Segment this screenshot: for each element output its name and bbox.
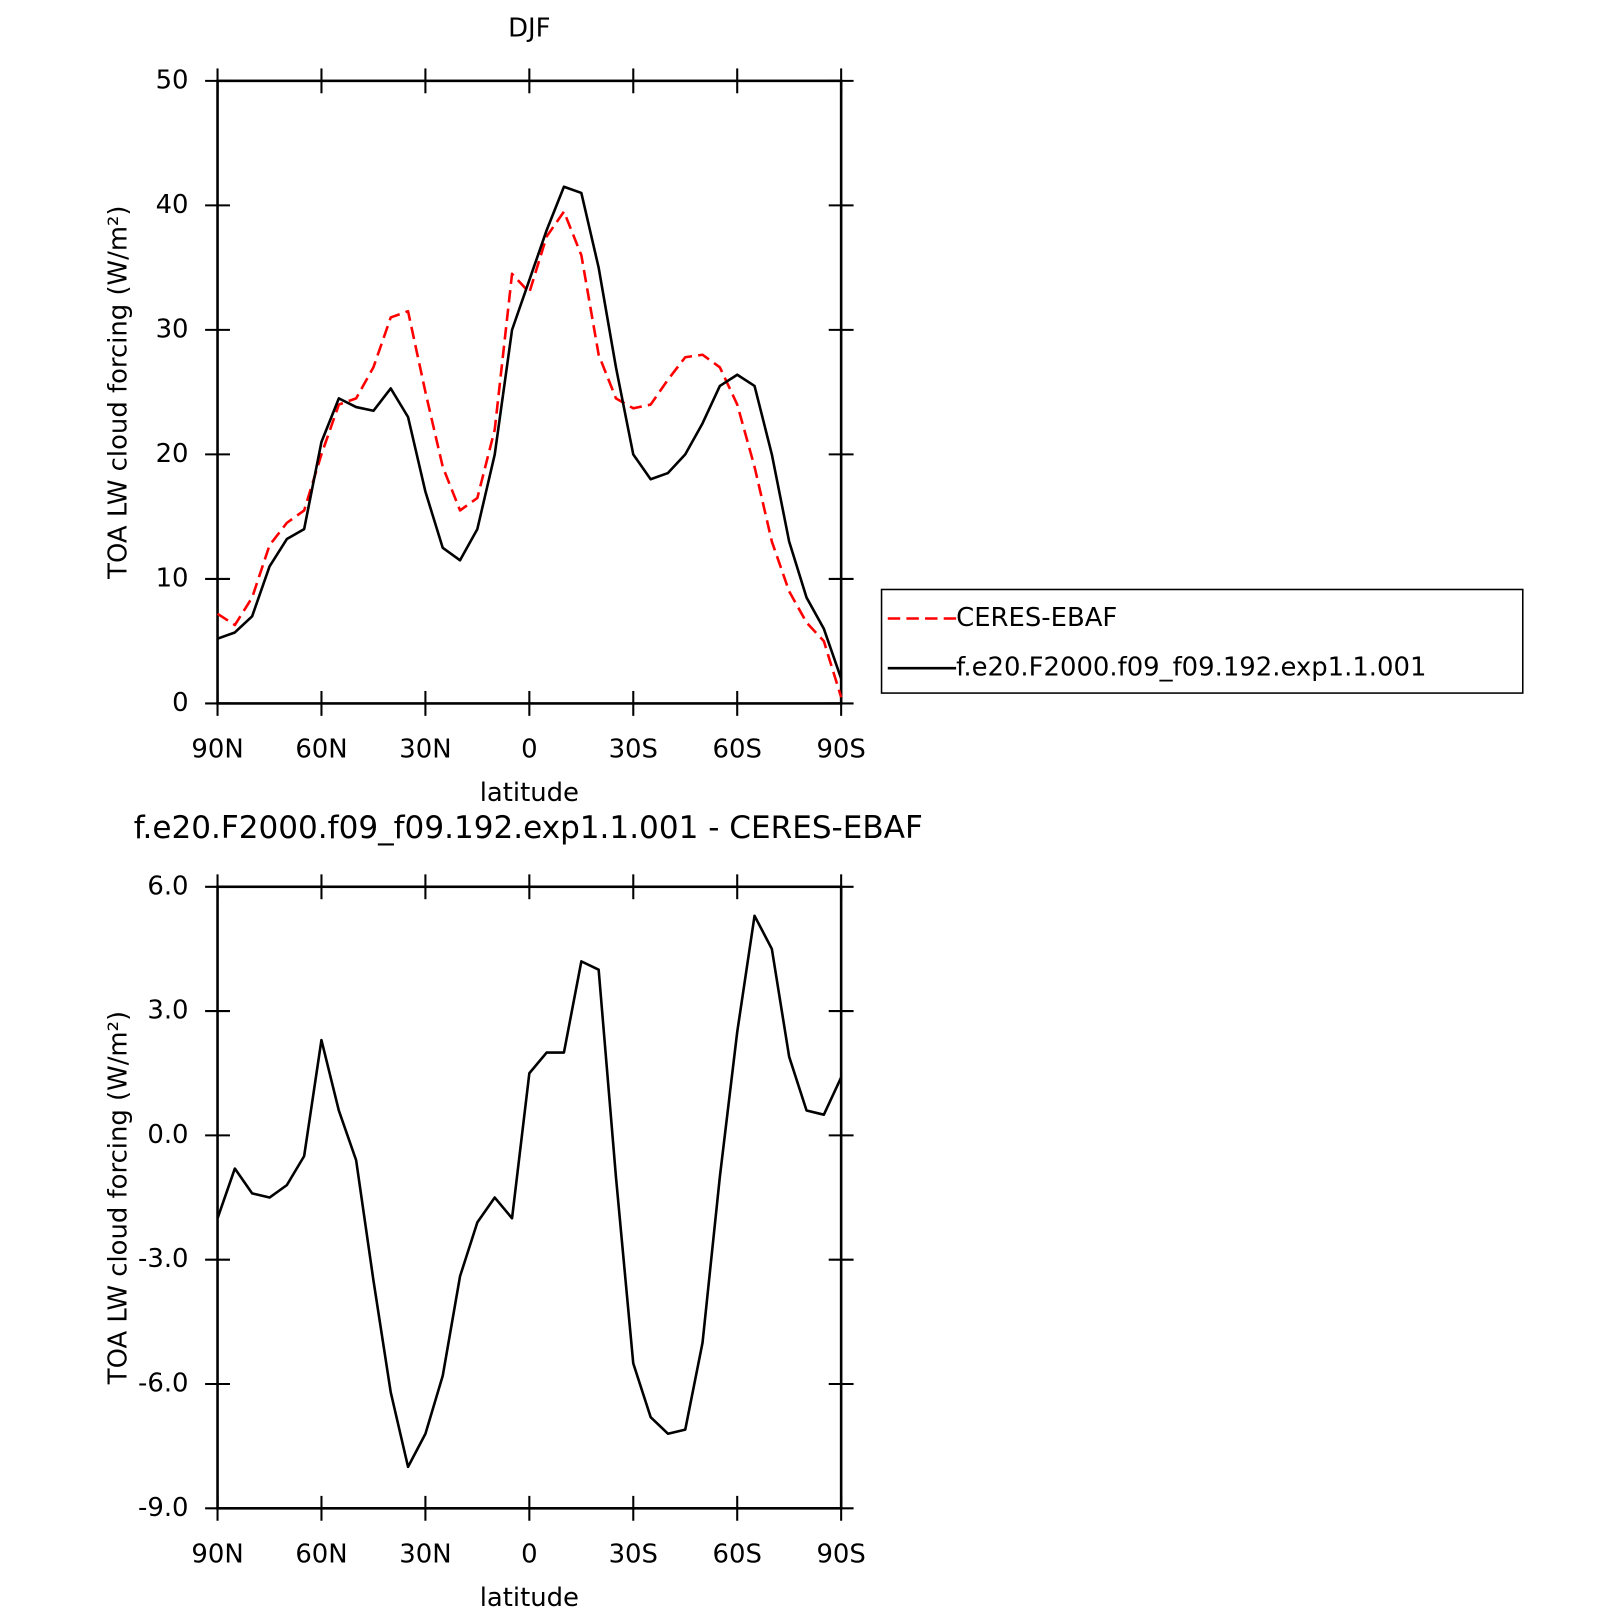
- plot-frame: [216, 885, 843, 1510]
- y-tick-label: 50: [156, 65, 189, 95]
- y-tick-label: 6.0: [147, 871, 188, 901]
- legend-label: CERES-EBAF: [956, 603, 1117, 633]
- x-tick-label: 90N: [191, 1539, 243, 1569]
- y-axis-label: TOA LW cloud forcing (W/m²): [104, 205, 134, 579]
- legend-label: f.e20.F2000.f09_f09.192.exp1.1.001: [956, 653, 1426, 683]
- x-axis-label: latitude: [480, 1583, 579, 1613]
- x-tick-label: 60S: [713, 1539, 762, 1569]
- y-axis-label: TOA LW cloud forcing (W/m²): [104, 1011, 134, 1385]
- y-tick-label: 0.0: [147, 1120, 188, 1150]
- x-tick-label: 90N: [191, 735, 243, 765]
- x-tick-label: 60N: [295, 1539, 347, 1569]
- x-tick-label: 90S: [816, 735, 865, 765]
- y-tick-label: 30: [156, 314, 189, 344]
- plot-frame: [216, 79, 843, 705]
- x-tick-label: 60N: [295, 735, 347, 765]
- x-tick-label: 60S: [713, 735, 762, 765]
- data-line: [217, 185, 843, 679]
- legend-box: [880, 588, 1524, 694]
- y-tick-label: 20: [156, 439, 189, 469]
- y-tick-label: -3.0: [138, 1244, 189, 1274]
- x-tick-label: 30N: [399, 1539, 451, 1569]
- x-tick-label: 0: [521, 1539, 537, 1569]
- y-tick-label: 0: [172, 688, 188, 718]
- chart-title: f.e20.F2000.f09_f09.192.exp1.1.001 - CER…: [134, 810, 923, 846]
- y-tick-label: 3.0: [147, 996, 188, 1026]
- x-tick-label: 30N: [399, 735, 451, 765]
- x-tick-label: 30S: [609, 1539, 658, 1569]
- data-line: [216, 914, 843, 1469]
- x-tick-label: 0: [521, 735, 537, 765]
- x-tick-label: 90S: [816, 1539, 865, 1569]
- x-tick-label: 30S: [609, 735, 658, 765]
- y-tick-label: 10: [156, 563, 189, 593]
- x-axis-label: latitude: [480, 778, 579, 808]
- y-tick-label: -9.0: [138, 1493, 189, 1523]
- y-tick-label: -6.0: [138, 1369, 189, 1399]
- data-line: [216, 210, 843, 698]
- y-tick-label: 40: [156, 190, 189, 220]
- chart-title: DJF: [508, 14, 550, 44]
